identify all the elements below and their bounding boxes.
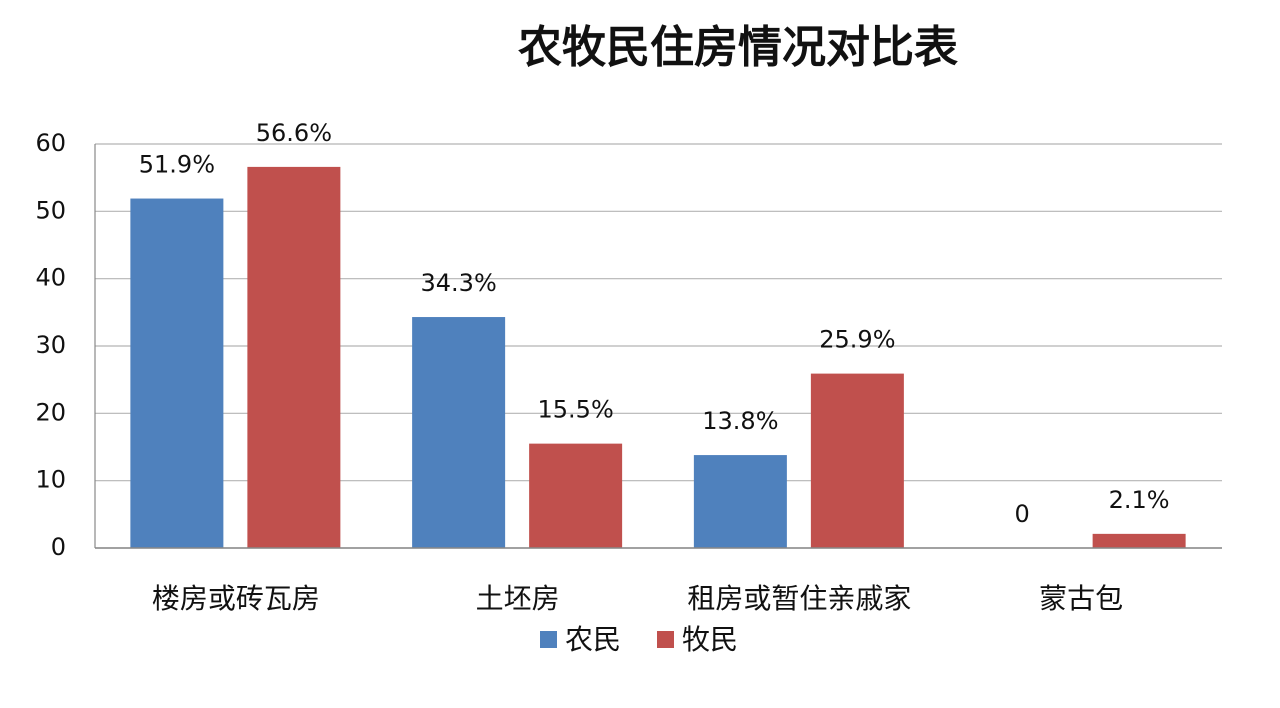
value-label: 2.1% xyxy=(1109,486,1170,514)
value-label: 51.9% xyxy=(139,151,215,179)
value-label: 0 xyxy=(1014,500,1029,528)
value-label: 56.6% xyxy=(256,119,332,147)
bar xyxy=(529,443,623,548)
legend-swatch xyxy=(540,631,557,648)
x-tick-label: 楼房或砖瓦房 xyxy=(152,582,320,615)
legend-swatch xyxy=(657,631,674,648)
bar xyxy=(412,317,506,548)
bar xyxy=(247,166,341,549)
x-tick-label: 土坯房 xyxy=(476,582,560,615)
y-tick-label: 10 xyxy=(35,466,66,494)
y-tick-label: 60 xyxy=(35,129,66,157)
x-tick-label: 租房或暂住亲戚家 xyxy=(687,582,911,615)
legend-label: 农民 xyxy=(565,623,621,656)
value-label: 25.9% xyxy=(819,326,895,354)
value-label: 34.3% xyxy=(421,269,497,297)
bar xyxy=(693,455,787,548)
y-tick-label: 0 xyxy=(51,533,66,561)
y-tick-label: 40 xyxy=(35,264,66,292)
bar xyxy=(1092,533,1186,548)
y-tick-label: 20 xyxy=(35,398,66,426)
x-tick-label: 蒙古包 xyxy=(1039,582,1123,615)
bar xyxy=(130,198,224,549)
value-label: 13.8% xyxy=(702,407,778,435)
bar xyxy=(810,373,904,548)
value-label: 15.5% xyxy=(538,396,614,424)
chart-title: 农牧民住房情况对比表 xyxy=(518,22,958,73)
y-tick-label: 30 xyxy=(35,331,66,359)
y-tick-label: 50 xyxy=(35,196,66,224)
legend-label: 牧民 xyxy=(682,623,738,656)
